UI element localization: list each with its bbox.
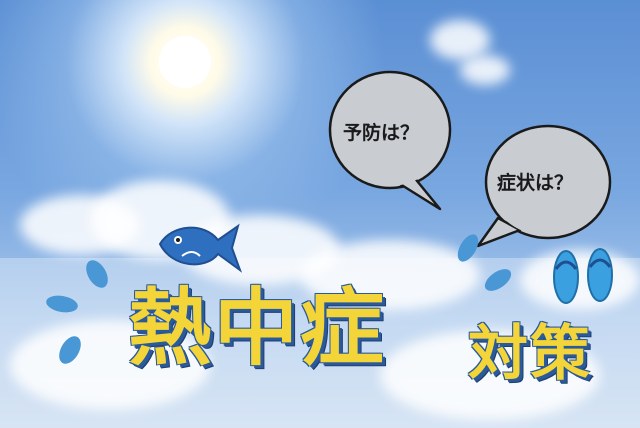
sun-icon bbox=[159, 36, 211, 88]
sweat-drop-icon bbox=[457, 234, 479, 262]
cloud bbox=[460, 55, 510, 85]
title-sub: 対策 bbox=[468, 319, 592, 389]
cloud bbox=[300, 240, 480, 310]
speech-bubble-symptoms bbox=[476, 124, 612, 248]
cloud bbox=[10, 320, 210, 410]
sweat-drop-icon bbox=[484, 269, 512, 291]
sweat-drop-icon bbox=[86, 260, 108, 288]
bubble-text-prevention: 予防は？ bbox=[343, 122, 420, 144]
fish-icon bbox=[158, 223, 242, 273]
sandals-icon bbox=[553, 248, 613, 304]
title-band bbox=[0, 258, 640, 428]
cloud bbox=[520, 250, 640, 310]
speech-bubble-prevention bbox=[328, 70, 452, 211]
sweat-drop-icon bbox=[59, 336, 81, 364]
title-main: 熱中症 bbox=[128, 279, 387, 377]
sweat-drop-icon bbox=[46, 295, 78, 313]
cloud bbox=[380, 330, 600, 420]
bubble-text-symptoms: 症状は？ bbox=[497, 172, 574, 194]
cloud bbox=[430, 20, 490, 60]
